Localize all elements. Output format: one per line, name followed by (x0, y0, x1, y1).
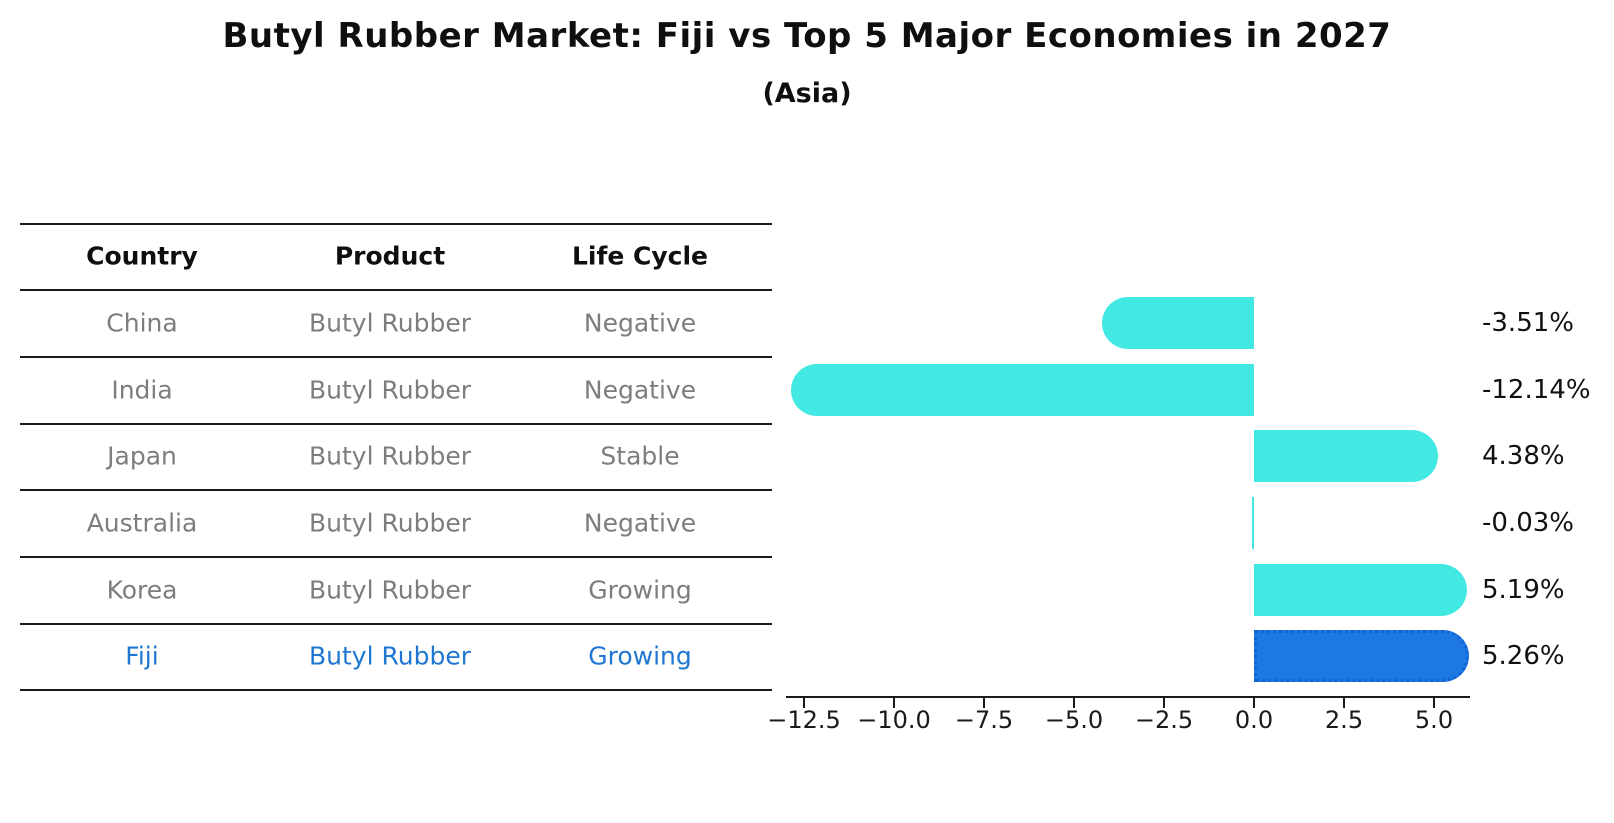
x-axis-tick (803, 698, 805, 708)
bar-japan (1254, 430, 1438, 482)
table-cell-australia-1: Butyl Rubber (309, 508, 471, 537)
bar-value-label-fiji: 5.26% (1482, 641, 1565, 671)
table-header-product: Product (334, 241, 446, 271)
x-axis-tick-label: 0.0 (1234, 706, 1274, 734)
x-axis-line (786, 696, 1470, 698)
bar-australia (1252, 496, 1254, 549)
x-axis-tick (1253, 698, 1255, 708)
table-cell-india-1: Butyl Rubber (309, 375, 471, 404)
table-cell-fiji-1: Butyl Rubber (309, 641, 471, 671)
table-cell-japan-0: Japan (107, 441, 177, 471)
x-axis-tick-label: −5.0 (1044, 706, 1104, 734)
table-cell-china-1: Butyl Rubber (309, 308, 471, 337)
table-cell-fiji-2: Growing (588, 641, 692, 671)
bar-value-label-india: -12.14% (1482, 374, 1591, 405)
table-rule-line (20, 356, 772, 358)
table-cell-korea-0: Korea (106, 575, 178, 604)
table-header-country: Country (86, 241, 198, 271)
x-axis-tick (1433, 698, 1435, 708)
bar-value-label-japan: 4.38% (1482, 441, 1565, 471)
x-axis-tick-label: −7.5 (954, 706, 1014, 734)
table-rule-line (20, 689, 772, 691)
table-rule-line (20, 489, 772, 491)
table-cell-japan-1: Butyl Rubber (309, 441, 471, 471)
x-axis-tick (1343, 698, 1345, 708)
x-axis-tick-label: 2.5 (1324, 706, 1364, 734)
x-axis-tick (1073, 698, 1075, 708)
table-cell-korea-1: Butyl Rubber (309, 575, 471, 604)
table-cell-japan-2: Stable (600, 441, 680, 471)
x-axis-tick-label: 5.0 (1414, 706, 1454, 734)
bar-value-label-australia: -0.03% (1482, 507, 1574, 538)
bar-value-label-china: -3.51% (1482, 307, 1574, 338)
table-cell-india-0: India (111, 375, 173, 404)
chart-title: Butyl Rubber Market: Fiji vs Top 5 Major… (222, 16, 1392, 56)
table-rule-line (20, 423, 772, 425)
table-header-life-cycle: Life Cycle (571, 241, 709, 271)
x-axis-tick (983, 698, 985, 708)
x-axis-tick (893, 698, 895, 708)
bar-india (790, 363, 1254, 416)
x-axis-tick (1163, 698, 1165, 708)
table-rule-line (20, 289, 772, 291)
table-cell-china-0: China (106, 308, 178, 337)
chart-subtitle: (Asia) (762, 78, 852, 109)
bar-value-label-korea: 5.19% (1482, 574, 1565, 605)
bar-fiji (1254, 630, 1470, 682)
table-cell-india-2: Negative (583, 375, 697, 404)
bar-china (1101, 296, 1254, 349)
x-axis-tick-label: −2.5 (1134, 706, 1194, 734)
table-cell-australia-0: Australia (86, 508, 198, 537)
table-cell-fiji-0: Fiji (125, 641, 159, 671)
table-rule-line (20, 556, 772, 558)
bar-korea (1254, 563, 1467, 616)
table-cell-australia-2: Negative (583, 508, 697, 537)
x-axis-tick-label: −10.0 (857, 706, 931, 734)
x-axis-tick-label: −12.5 (767, 706, 841, 734)
table-cell-korea-2: Growing (588, 575, 692, 604)
table-cell-china-2: Negative (583, 308, 697, 337)
table-rule-line (20, 623, 772, 625)
table-rule-line (20, 223, 772, 225)
